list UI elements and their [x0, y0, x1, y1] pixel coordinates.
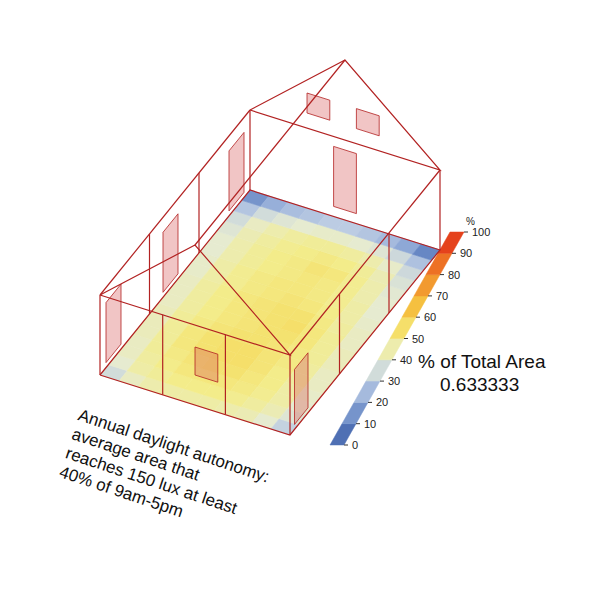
svg-text:average area that: average area that	[69, 424, 202, 485]
svg-text:70: 70	[436, 290, 448, 302]
svg-text:40: 40	[400, 354, 412, 366]
svg-text:30: 30	[388, 375, 400, 387]
svg-text:0: 0	[352, 439, 358, 451]
svg-text:%: %	[466, 216, 475, 227]
svg-text:80: 80	[448, 269, 460, 281]
svg-text:reaches 150 lux at least: reaches 150 lux at least	[63, 443, 240, 518]
svg-text:Annual daylight autonomy:: Annual daylight autonomy:	[75, 405, 272, 487]
svg-text:20: 20	[376, 396, 388, 408]
svg-text:% of Total Area: % of Total Area	[418, 351, 546, 372]
svg-text:60: 60	[424, 311, 436, 323]
svg-text:50: 50	[412, 333, 424, 345]
svg-text:90: 90	[460, 247, 472, 259]
svg-text:10: 10	[364, 418, 376, 430]
svg-text:0.633333: 0.633333	[440, 374, 519, 395]
svg-text:100: 100	[472, 226, 490, 238]
svg-text:40% of 9am-5pm: 40% of 9am-5pm	[57, 462, 186, 521]
